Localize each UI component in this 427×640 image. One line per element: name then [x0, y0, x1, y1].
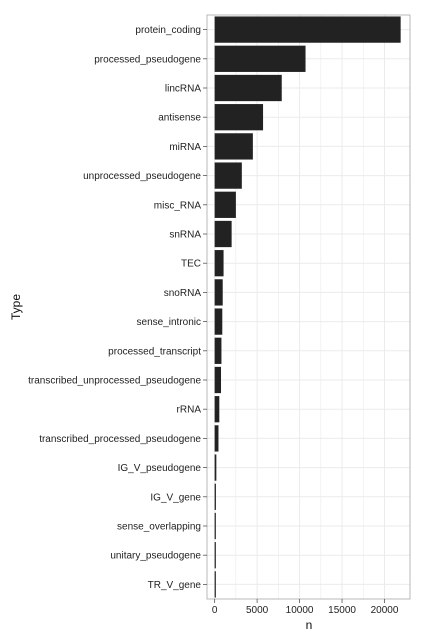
- y-tick-label: protein_coding: [135, 25, 201, 36]
- x-axis-title: n: [306, 618, 313, 632]
- y-tick-label: antisense: [158, 113, 201, 124]
- bar-processed-pseudogene: [214, 45, 306, 72]
- panel-border: [206, 14, 411, 600]
- x-tick-label: 5000: [246, 605, 269, 616]
- y-tick-label: unprocessed_pseudogene: [83, 171, 201, 182]
- y-tick-label: lincRNA: [165, 84, 201, 95]
- bar-antisense: [214, 104, 264, 131]
- bar-ig-v-pseudogene: [214, 454, 217, 481]
- x-tick-label: 10000: [286, 605, 314, 616]
- bar-mirna: [214, 133, 253, 160]
- y-tick-label: snoRNA: [164, 288, 202, 299]
- y-tick-label: sense_intronic: [137, 317, 201, 328]
- bar-sense-intronic: [214, 308, 223, 335]
- bar-sense-overlapping: [214, 512, 216, 540]
- bar-lincrna: [214, 74, 282, 102]
- bar-misc-rna: [214, 191, 236, 218]
- x-tick-label: 0: [212, 605, 218, 616]
- y-tick-label: snRNA: [169, 230, 201, 241]
- bar-snorna: [214, 279, 223, 306]
- y-tick-labels: protein_coding processed_pseudogene lincRN…: [28, 25, 207, 591]
- bars: [214, 16, 401, 598]
- bar-rrna: [214, 396, 220, 423]
- y-tick-label: miRNA: [169, 142, 201, 153]
- y-tick-label: transcribed_processed_pseudogene: [39, 434, 201, 445]
- x-tick-labels: 0 5000 10000 15000 20000: [212, 599, 399, 616]
- y-tick-label: transcribed_unprocessed_pseudogene: [28, 376, 201, 387]
- bar-tec: [214, 250, 224, 277]
- bar-transcribed-unprocessed-pseudogene: [214, 366, 222, 394]
- bar-unprocessed-pseudogene: [214, 162, 242, 189]
- y-tick-label: unitary_pseudogene: [110, 551, 201, 562]
- y-tick-label: processed_transcript: [108, 346, 201, 357]
- y-tick-label: TEC: [181, 259, 201, 270]
- y-tick-label: IG_V_pseudogene: [118, 463, 202, 474]
- bar-tr-v-gene: [214, 571, 216, 598]
- bar-processed-transcript: [214, 337, 222, 364]
- x-tick-label: 20000: [371, 605, 399, 616]
- y-tick-label: misc_RNA: [154, 200, 202, 211]
- x-tick-label: 15000: [328, 605, 356, 616]
- panel-background: [207, 15, 410, 599]
- y-tick-label: sense_overlapping: [117, 522, 201, 533]
- y-tick-label: TR_V_gene: [148, 580, 202, 591]
- y-tick-label: IG_V_gene: [150, 492, 201, 503]
- bar-unitary-pseudogene: [214, 542, 216, 569]
- bar-snrna: [214, 220, 232, 248]
- y-axis-title: Type: [9, 294, 23, 320]
- bar-ig-v-gene: [214, 483, 216, 510]
- y-tick-label: rRNA: [177, 405, 202, 416]
- y-tick-label: processed_pseudogene: [94, 54, 201, 65]
- bar-protein-coding: [214, 16, 401, 43]
- bar-transcribed-processed-pseudogene: [214, 425, 219, 452]
